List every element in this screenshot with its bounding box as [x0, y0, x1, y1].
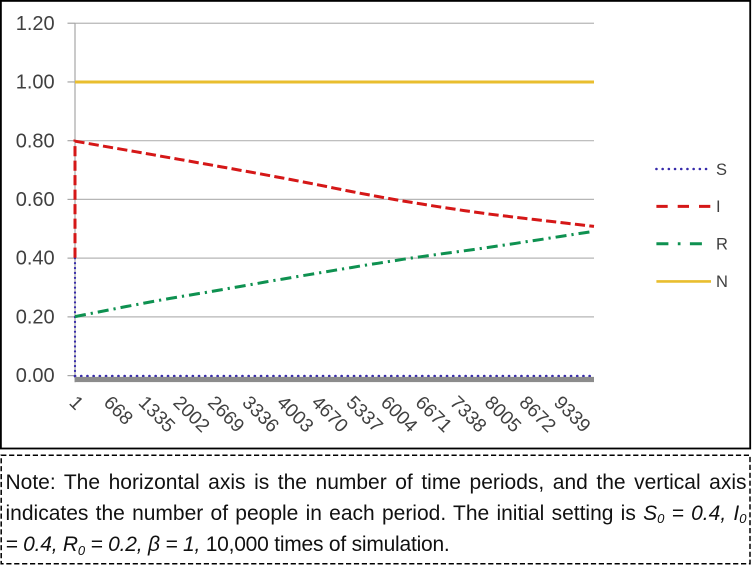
svg-text:I: I	[716, 198, 721, 216]
svg-text:0.80: 0.80	[16, 130, 55, 152]
svg-text:S: S	[716, 161, 727, 179]
svg-text:0.00: 0.00	[16, 365, 55, 387]
svg-text:0.20: 0.20	[16, 307, 55, 329]
svg-text:0.40: 0.40	[16, 248, 55, 270]
svg-text:N: N	[716, 273, 728, 291]
svg-text:1.20: 1.20	[16, 13, 55, 35]
svg-text:0.60: 0.60	[16, 189, 55, 211]
svg-text:1.00: 1.00	[16, 72, 55, 94]
svg-text:R: R	[716, 236, 728, 254]
